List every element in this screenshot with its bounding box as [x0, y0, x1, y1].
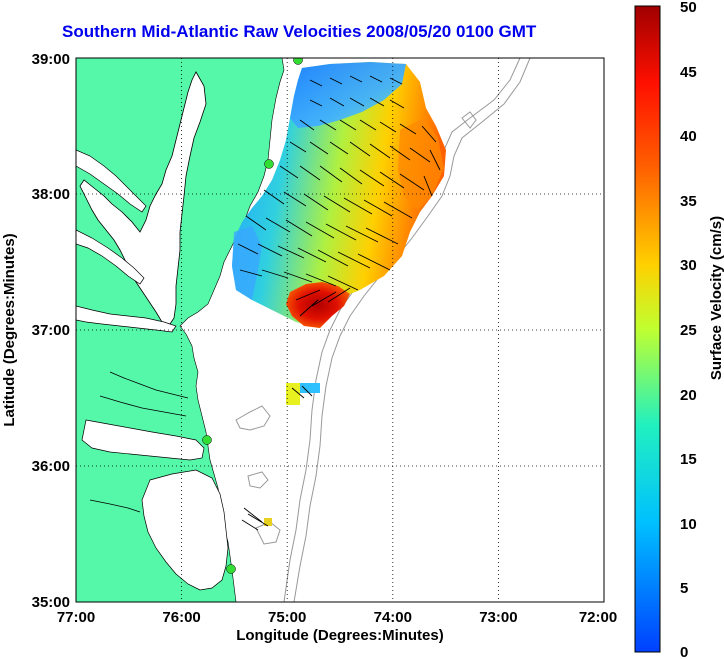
y-tick-label: 36:00 — [32, 458, 70, 475]
colorbar-tick-label: 50 — [680, 0, 697, 16]
velocity-region-east — [398, 118, 444, 210]
colorbar-tick-label: 15 — [680, 451, 697, 468]
colorbar-tick-label: 25 — [680, 322, 697, 339]
plot-frame — [75, 57, 605, 603]
colorbar-tick-label: 5 — [680, 580, 688, 597]
station-north-marker — [293, 58, 303, 65]
colorbar-tick-label: 35 — [680, 193, 697, 210]
x-tick-label: 76:00 — [162, 609, 200, 626]
map-title: Southern Mid-Atlantic Raw Velocities 200… — [62, 22, 537, 41]
pamlico-sound — [141, 469, 229, 591]
velocity-patch-cape — [264, 518, 272, 526]
grid-lines — [76, 58, 604, 602]
velocity-region-north — [290, 62, 406, 128]
y-tick-label: 38:00 — [32, 186, 70, 203]
colorbar-tick-label: 10 — [680, 516, 697, 533]
x-tick-label: 75:00 — [268, 609, 306, 626]
x-axis-ticks: 77:00 76:00 75:00 74:00 73:00 72:00 — [57, 609, 617, 626]
tributary-potomac — [76, 149, 147, 213]
colorbar-ticks: 50 45 40 35 30 25 20 15 10 5 0 — [680, 0, 697, 659]
x-tick-label: 77:00 — [57, 609, 95, 626]
chesapeake-bay — [79, 71, 207, 325]
x-tick-label: 73:00 — [479, 609, 517, 626]
velocity-region-main — [232, 62, 446, 328]
y-tick-label: 35:00 — [32, 594, 70, 611]
station-mid-north-marker — [264, 159, 274, 169]
tributary-rappahannock — [76, 229, 145, 285]
colorbar-tick-label: 45 — [680, 64, 697, 81]
colorbar-tick-label: 20 — [680, 387, 697, 404]
y-axis-ticks: 39:00 38:00 37:00 36:00 35:00 — [32, 51, 70, 611]
y-tick-label: 39:00 — [32, 51, 70, 68]
x-tick-label: 74:00 — [374, 609, 412, 626]
y-axis-label: Latitude (Degrees:Minutes) — [1, 233, 18, 426]
colorbar — [634, 5, 661, 653]
colorbar-tick-label: 0 — [680, 644, 688, 659]
coastline-detail — [89, 371, 189, 513]
colorbar-tick-label: 30 — [680, 257, 697, 274]
x-tick-label: 72:00 — [579, 609, 617, 626]
station-south-marker — [226, 564, 236, 574]
velocity-patch-south-blue — [300, 383, 320, 393]
velocity-patch-south — [286, 383, 300, 405]
station-mid-south-marker — [202, 435, 212, 445]
colorbar-tick-label: 40 — [680, 128, 697, 145]
velocity-field — [232, 62, 446, 531]
x-axis-label: Longitude (Degrees:Minutes) — [236, 627, 444, 644]
tributary-james — [76, 305, 177, 333]
colorbar-label: Surface Velocity (cm/s) — [708, 216, 724, 380]
velocity-arrows — [237, 75, 441, 531]
albemarle-sound — [81, 419, 205, 461]
y-tick-label: 37:00 — [32, 322, 70, 339]
